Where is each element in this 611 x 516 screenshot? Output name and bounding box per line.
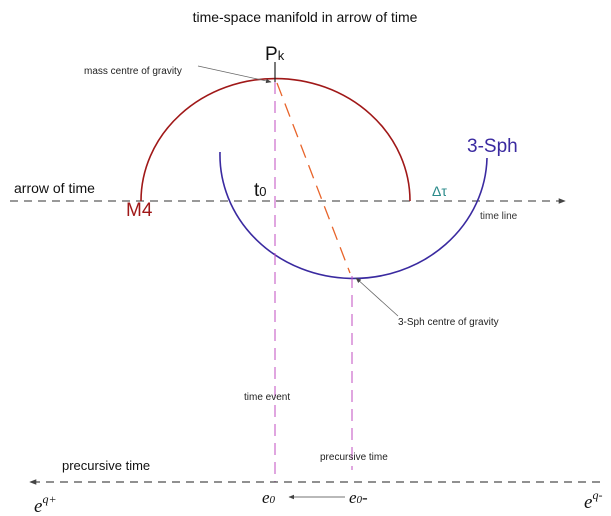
mass-centre-label: mass centre of gravity <box>84 66 182 77</box>
sub: k <box>278 48 285 63</box>
sph-arc <box>219 151 488 280</box>
base: e <box>349 488 357 507</box>
delta-tau-label: Δτ <box>432 183 447 199</box>
pointer <box>355 277 399 317</box>
e0-label: e0 <box>262 488 276 507</box>
precursive-time-label: precursive time <box>62 458 150 473</box>
base: e <box>584 492 592 513</box>
pk-label: Pk <box>265 44 285 65</box>
pointer <box>197 65 272 84</box>
base: t <box>254 180 260 201</box>
eq-minus-label: eq- <box>584 488 602 513</box>
suffix: - <box>362 488 368 507</box>
sub: 0 <box>259 184 266 199</box>
base: e <box>262 488 270 507</box>
t0-label: t0 <box>254 180 267 201</box>
time-line-label: time line <box>480 211 518 222</box>
m4-label: M4 <box>126 200 153 221</box>
eq-plus-label: eq+ <box>34 492 57 516</box>
arrow-of-time-label: arrow of time <box>14 180 95 196</box>
precursive-time-label: precursive time <box>320 452 388 463</box>
sph-label: 3-Sph <box>467 136 518 157</box>
title: time-space manifold in arrow of time <box>193 9 418 25</box>
sup: q+ <box>42 492 56 506</box>
base: e <box>34 496 42 516</box>
sup: q- <box>592 488 602 502</box>
time-event-label: time event <box>244 392 290 403</box>
centre-link <box>276 82 351 274</box>
sub: 0 <box>270 494 276 506</box>
sph-centre-label: 3-Sph centre of gravity <box>398 317 499 328</box>
e0-minus-label: e0- <box>349 488 368 507</box>
sub: 0 <box>357 494 363 506</box>
base: P <box>265 44 278 65</box>
